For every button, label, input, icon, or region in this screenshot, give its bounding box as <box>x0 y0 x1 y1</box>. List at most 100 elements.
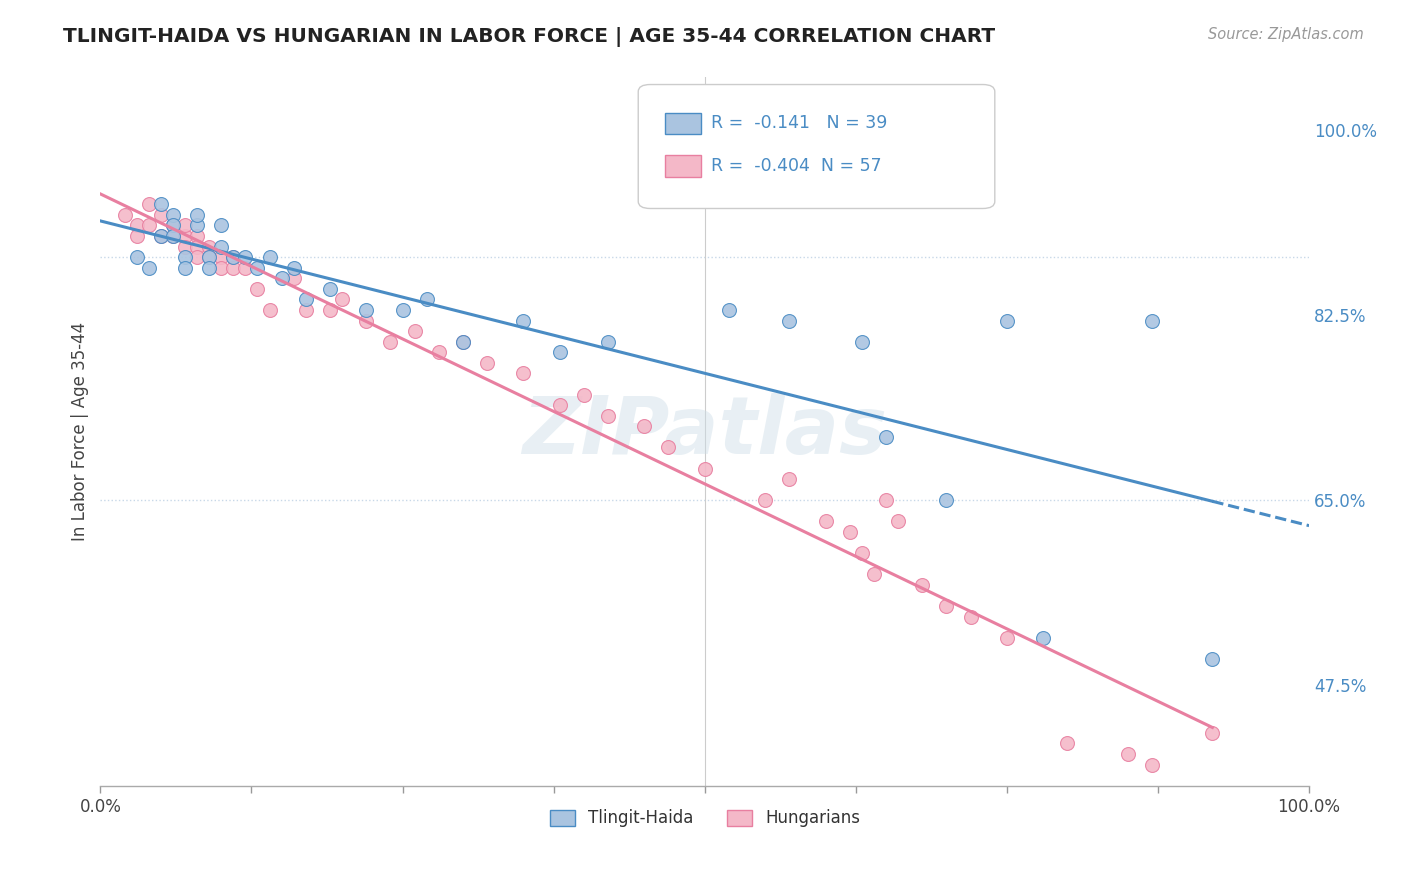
Point <box>174 239 197 253</box>
FancyBboxPatch shape <box>638 85 995 209</box>
Point <box>209 260 232 275</box>
Point <box>935 599 957 613</box>
Point <box>1140 313 1163 327</box>
Point <box>174 260 197 275</box>
Point <box>814 515 837 529</box>
Point <box>149 229 172 244</box>
Point <box>475 356 498 370</box>
Point <box>330 293 353 307</box>
Point <box>235 250 257 264</box>
Point <box>283 260 305 275</box>
Point <box>259 250 281 264</box>
Point <box>754 493 776 508</box>
Point <box>186 250 208 264</box>
Point <box>222 250 245 264</box>
Point <box>209 239 232 253</box>
Point <box>125 250 148 264</box>
Point <box>209 219 232 233</box>
Point <box>295 303 318 318</box>
Point <box>380 334 402 349</box>
Point <box>633 419 655 434</box>
Point <box>125 219 148 233</box>
FancyBboxPatch shape <box>665 113 702 134</box>
Point <box>114 208 136 222</box>
Point <box>138 260 160 275</box>
Point <box>235 260 257 275</box>
Y-axis label: In Labor Force | Age 35-44: In Labor Force | Age 35-44 <box>72 322 89 541</box>
Point <box>209 250 232 264</box>
Point <box>162 219 184 233</box>
Point <box>198 250 221 264</box>
Point <box>319 303 342 318</box>
Point <box>596 409 619 423</box>
Point <box>174 219 197 233</box>
Point <box>356 313 378 327</box>
Point <box>198 250 221 264</box>
Point <box>1056 737 1078 751</box>
Point <box>911 578 934 592</box>
Point <box>693 461 716 475</box>
Point <box>222 250 245 264</box>
Point <box>1032 631 1054 645</box>
Point <box>1140 757 1163 772</box>
Point <box>1201 652 1223 666</box>
Point <box>391 303 413 318</box>
Point <box>198 239 221 253</box>
Point <box>959 609 981 624</box>
Point <box>259 303 281 318</box>
Point <box>319 282 342 296</box>
Point <box>572 387 595 401</box>
Point <box>995 313 1018 327</box>
Point <box>851 546 873 560</box>
Point <box>851 334 873 349</box>
Point <box>451 334 474 349</box>
Point <box>548 345 571 359</box>
Point <box>149 208 172 222</box>
Point <box>451 334 474 349</box>
Point <box>174 250 197 264</box>
Point <box>198 260 221 275</box>
Point <box>717 303 740 318</box>
Point <box>657 441 679 455</box>
Point <box>875 493 897 508</box>
Point <box>125 229 148 244</box>
Point <box>138 197 160 211</box>
Point <box>149 229 172 244</box>
Point <box>186 229 208 244</box>
Legend: Tlingit-Haida, Hungarians: Tlingit-Haida, Hungarians <box>543 803 866 834</box>
Point <box>186 239 208 253</box>
Point <box>995 631 1018 645</box>
Text: TLINGIT-HAIDA VS HUNGARIAN IN LABOR FORCE | AGE 35-44 CORRELATION CHART: TLINGIT-HAIDA VS HUNGARIAN IN LABOR FORC… <box>63 27 995 46</box>
Point <box>174 229 197 244</box>
Point <box>356 303 378 318</box>
Point <box>270 271 292 285</box>
Point <box>246 282 269 296</box>
Point <box>778 313 800 327</box>
Text: ZIPatlas: ZIPatlas <box>522 392 887 471</box>
Point <box>935 493 957 508</box>
Point <box>186 219 208 233</box>
Text: R =  -0.404  N = 57: R = -0.404 N = 57 <box>711 157 882 175</box>
Point <box>283 271 305 285</box>
Point <box>138 219 160 233</box>
Point <box>512 313 534 327</box>
Point <box>875 430 897 444</box>
Text: Source: ZipAtlas.com: Source: ZipAtlas.com <box>1208 27 1364 42</box>
Point <box>246 260 269 275</box>
Point <box>1201 726 1223 740</box>
FancyBboxPatch shape <box>665 155 702 177</box>
Point <box>887 515 910 529</box>
Point <box>1116 747 1139 761</box>
Point <box>548 398 571 412</box>
Point <box>427 345 450 359</box>
Point <box>415 293 437 307</box>
Point <box>838 524 860 539</box>
Point <box>222 260 245 275</box>
Point <box>596 334 619 349</box>
Point <box>512 367 534 381</box>
Point <box>162 219 184 233</box>
Point <box>162 229 184 244</box>
Point <box>863 567 886 582</box>
Point <box>162 208 184 222</box>
Point <box>186 208 208 222</box>
